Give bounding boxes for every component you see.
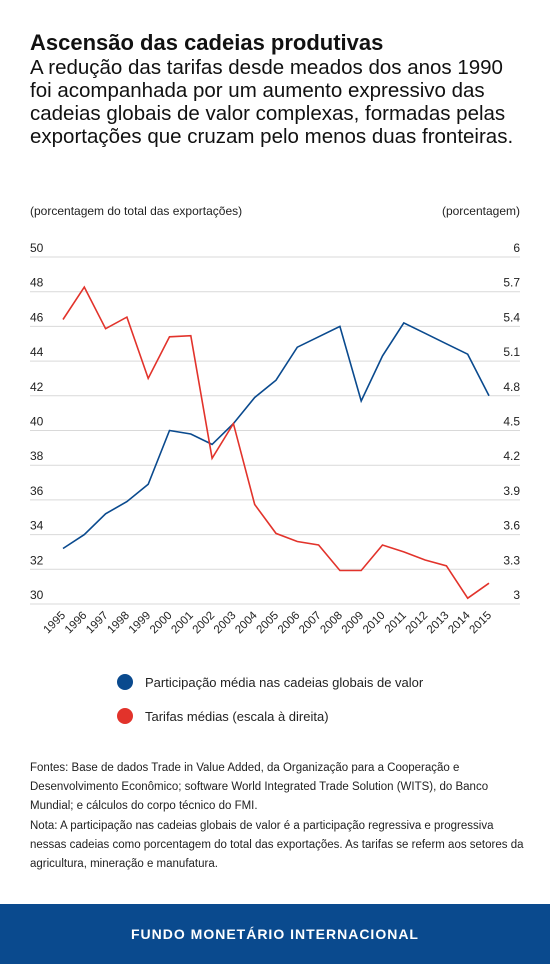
left-tick-label: 42 bbox=[30, 380, 44, 394]
gridlines bbox=[30, 256, 520, 605]
x-tick-label: 2008 bbox=[318, 610, 345, 637]
sources-text: Fontes: Base de dados Trade in Value Add… bbox=[30, 762, 489, 813]
legend-swatch-blue bbox=[117, 674, 133, 690]
line-chart: 50 48 46 44 42 40 38 36 34 32 30 6 5.7 5.4 5.1 4.8 4.5 4… bbox=[30, 241, 520, 636]
right-tick-label: 5.7 bbox=[503, 276, 520, 290]
right-tick-label: 5.1 bbox=[503, 345, 520, 359]
right-axis-ticks: 6 5.7 5.4 5.1 4.8 4.5 4.2 3.9 3.6 3.3 3 bbox=[503, 241, 520, 602]
x-tick-label: 2013 bbox=[425, 610, 452, 637]
right-axis-label: (porcentagem) bbox=[441, 204, 520, 218]
series-line-tarifas bbox=[62, 285, 490, 600]
footer-bar: FUNDO MONETÁRIO INTERNACIONAL bbox=[0, 904, 550, 964]
x-tick-label: 2003 bbox=[212, 610, 239, 637]
right-tick-label: 3.3 bbox=[503, 553, 520, 567]
chart-subtitle: A redução das tarifas desde meados dos a… bbox=[30, 56, 514, 148]
series-line-participacao bbox=[62, 321, 490, 550]
left-tick-label: 46 bbox=[30, 310, 44, 324]
right-tick-label: 4.2 bbox=[503, 449, 520, 463]
note-text: Nota: A participação nas cadeias globais… bbox=[30, 819, 524, 871]
x-axis-ticks: 1995199619971998199920002001200220032004… bbox=[42, 609, 495, 636]
x-tick-label: 2011 bbox=[383, 610, 409, 636]
footer-label: FUNDO MONETÁRIO INTERNACIONAL bbox=[131, 926, 419, 942]
right-tick-label: 3.6 bbox=[503, 519, 520, 533]
x-tick-label: 2015 bbox=[468, 610, 495, 637]
left-tick-label: 50 bbox=[30, 241, 44, 255]
series-lines bbox=[62, 285, 490, 600]
right-tick-label: 3 bbox=[513, 588, 520, 602]
x-tick-label: 1995 bbox=[42, 610, 69, 637]
x-tick-label: 2005 bbox=[255, 610, 282, 637]
legend-label-tarifas: Tarifas médias (escala à direita) bbox=[145, 708, 329, 724]
right-tick-label: 3.9 bbox=[503, 484, 520, 498]
left-tick-label: 34 bbox=[30, 519, 44, 533]
x-tick-label: 2004 bbox=[233, 609, 260, 636]
x-tick-label: 2014 bbox=[446, 609, 473, 636]
left-tick-label: 36 bbox=[30, 484, 44, 498]
left-tick-label: 40 bbox=[30, 415, 44, 429]
x-tick-label: 2009 bbox=[340, 610, 367, 637]
legend-item-tarifas: Tarifas médias (escala à direita) bbox=[117, 708, 329, 724]
left-tick-label: 48 bbox=[30, 276, 44, 290]
left-tick-label: 32 bbox=[30, 553, 44, 567]
right-tick-label: 5.4 bbox=[503, 310, 520, 324]
x-tick-label: 2010 bbox=[361, 610, 388, 637]
legend-label-participacao: Participação média nas cadeias globais d… bbox=[145, 674, 424, 690]
x-tick-label: 2002 bbox=[191, 610, 218, 637]
x-tick-label: 2007 bbox=[297, 610, 324, 637]
x-tick-label: 2000 bbox=[148, 610, 175, 637]
chart-title: Ascensão das cadeias produtivas bbox=[30, 30, 384, 55]
x-tick-label: 1997 bbox=[84, 610, 111, 637]
right-tick-label: 6 bbox=[513, 241, 520, 255]
left-axis-ticks: 50 48 46 44 42 40 38 36 34 32 30 bbox=[30, 241, 44, 602]
source-notes: Fontes: Base de dados Trade in Value Add… bbox=[30, 759, 525, 874]
left-tick-label: 30 bbox=[30, 588, 44, 602]
left-axis-label: (porcentagem do total das exportações) bbox=[30, 204, 243, 218]
right-tick-label: 4.8 bbox=[503, 380, 520, 394]
left-tick-label: 44 bbox=[30, 345, 44, 359]
right-tick-label: 4.5 bbox=[503, 415, 520, 429]
left-tick-label: 38 bbox=[30, 449, 44, 463]
legend-swatch-red bbox=[117, 708, 133, 724]
x-tick-label: 2001 bbox=[169, 610, 196, 637]
x-tick-label: 1996 bbox=[63, 610, 90, 637]
x-tick-label: 1999 bbox=[127, 610, 154, 637]
x-tick-label: 2006 bbox=[276, 610, 303, 637]
x-tick-label: 1998 bbox=[105, 610, 132, 637]
x-tick-label: 2012 bbox=[404, 610, 431, 637]
legend-item-participacao: Participação média nas cadeias globais d… bbox=[117, 674, 423, 690]
